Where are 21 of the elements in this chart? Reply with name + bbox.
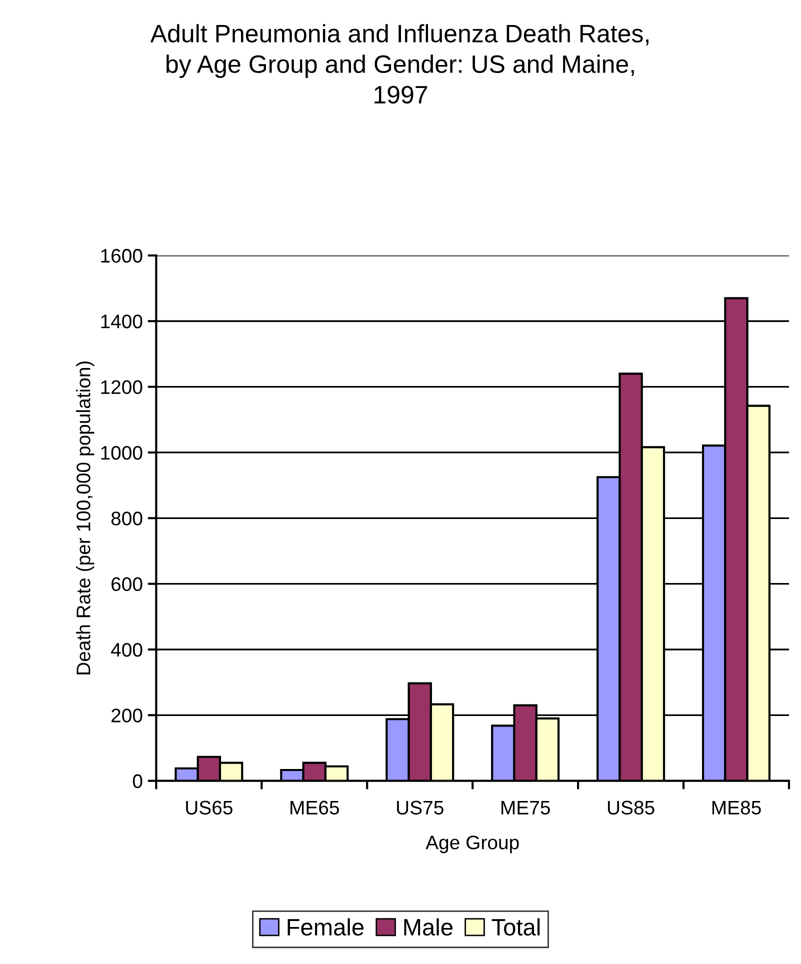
- x-tick-label: US75: [397, 800, 444, 815]
- legend-label: Male: [404, 918, 452, 936]
- y-tick-label: 0: [132, 774, 142, 788]
- y-tick-label: 400: [111, 642, 142, 657]
- y-tick-label: 600: [112, 577, 142, 592]
- x-axis-title: Age Group: [426, 836, 519, 854]
- y-tick-label: 200: [112, 708, 142, 722]
- y-tick-label: 1400: [101, 314, 142, 328]
- x-tick-label: US85: [608, 800, 654, 815]
- y-tick-label: 1600: [101, 248, 142, 263]
- x-tick-label: ME85: [712, 800, 761, 815]
- chart-title: Adult Pneumonia and Influenza Death Rates, by Age Group and Gender: US and Maine, 1997: [150, 24, 648, 104]
- x-tick-label: ME75: [502, 801, 550, 815]
- y-axis-title: Death Rate (per 100,000 population): [76, 362, 94, 674]
- x-tick-label: ME65: [290, 800, 339, 815]
- y-tick-label: 800: [111, 512, 142, 526]
- y-tick-label: 1200: [101, 380, 142, 394]
- y-tick-label: 1000: [101, 446, 142, 460]
- legend-label: Total: [492, 918, 540, 936]
- legend-label: Female: [288, 918, 364, 936]
- x-tick-label: US65: [186, 800, 232, 815]
